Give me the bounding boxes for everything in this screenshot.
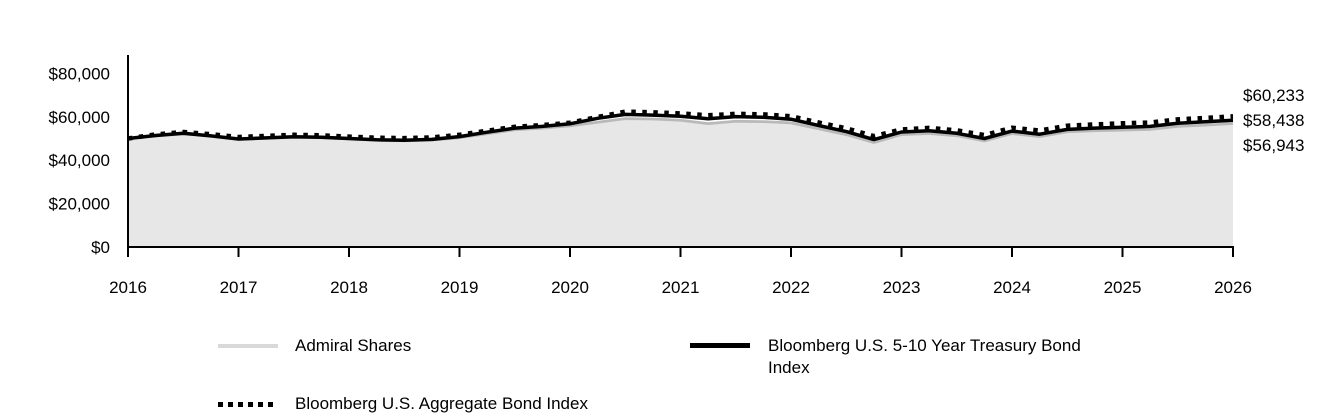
x-tick-label: 2025 — [1104, 278, 1142, 297]
y-tick-label: $0 — [91, 238, 110, 257]
admiral-shares-legend-swatch — [218, 344, 278, 348]
x-tick-label: 2018 — [330, 278, 368, 297]
x-tick-label: 2020 — [551, 278, 589, 297]
x-tick-label: 2021 — [662, 278, 700, 297]
x-tick-label: 2016 — [109, 278, 147, 297]
y-tick-label: $20,000 — [49, 195, 110, 214]
x-tick-label: 2022 — [772, 278, 810, 297]
admiral-shares-legend-label: Admiral Shares — [295, 336, 412, 355]
aggregate-index-legend-label: Bloomberg U.S. Aggregate Bond Index — [295, 394, 588, 413]
x-tick-label: 2017 — [220, 278, 258, 297]
x-tick-label: 2019 — [441, 278, 479, 297]
x-tick-label: 2024 — [993, 278, 1031, 297]
admiral-shares-area-fill — [128, 118, 1233, 247]
aggregate-index-legend-swatch — [218, 402, 273, 407]
series-end-value-label: $60,233 — [1243, 86, 1304, 105]
series-end-value-label: $56,943 — [1243, 136, 1304, 155]
treasury-index-legend-swatch — [690, 343, 750, 348]
treasury-index-legend-label: Bloomberg U.S. 5-10 Year Treasury Bond I… — [768, 336, 1081, 377]
y-tick-label: $80,000 — [49, 64, 110, 83]
chart-plot-area: 2016 2017 2018 2019 2020 2021 2022 2023 2024 2025… — [49, 55, 1304, 297]
x-tick-label: 2026 — [1214, 278, 1252, 297]
treasury-index-line — [127, 112, 1234, 143]
series-end-value-label: $58,438 — [1243, 111, 1304, 130]
y-tick-label: $60,000 — [49, 108, 110, 127]
y-tick-label: $40,000 — [49, 151, 110, 170]
x-tick-label: 2023 — [883, 278, 921, 297]
